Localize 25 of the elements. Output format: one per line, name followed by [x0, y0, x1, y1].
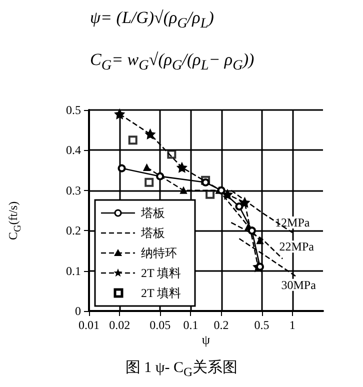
legend-label: 纳特环 — [141, 246, 177, 260]
text: C$_{G}$= w$_{G}$√(ρ$_{G}$/(ρ$_{L}$− ρ$_{G}$)) — [90, 50, 254, 74]
annotation: 22MPa — [279, 240, 315, 254]
x-tick-label: 0.5 — [254, 318, 270, 332]
annotation: 12MPa — [275, 216, 310, 230]
x-tick-label: 0.05 — [150, 318, 171, 332]
y-tick-label: 0.1 — [66, 264, 81, 278]
legend-label: 2T 填料 — [141, 286, 182, 300]
y-tick-label: 0 — [75, 304, 81, 318]
text: 图 1 ψ- C$_{G}$关系图 — [124, 358, 239, 380]
text: ψ= (L/G)√(ρ$_{G}$/ρ$_{L}$) — [90, 8, 214, 32]
x-tick-label: 0.2 — [214, 318, 229, 332]
x-axis-title: ψ — [200, 332, 212, 348]
x-tick-label: 1 — [289, 318, 296, 332]
y-tick-label: 0.2 — [66, 224, 81, 238]
y-tick-label: 0.5 — [66, 103, 81, 117]
y-tick-label: 0.3 — [66, 183, 81, 198]
legend-label: 塔板 — [140, 206, 165, 220]
legend-label: 塔板 — [140, 226, 165, 240]
x-tick-label: 0.1 — [183, 318, 198, 332]
x-tick-label: 0.01 — [78, 318, 100, 332]
legend-label: 2T 填料 — [141, 266, 182, 280]
y-tick-label: 0.4 — [66, 143, 81, 158]
annotation: 30MPa — [281, 278, 317, 292]
x-tick-label: 0.02 — [109, 318, 130, 332]
